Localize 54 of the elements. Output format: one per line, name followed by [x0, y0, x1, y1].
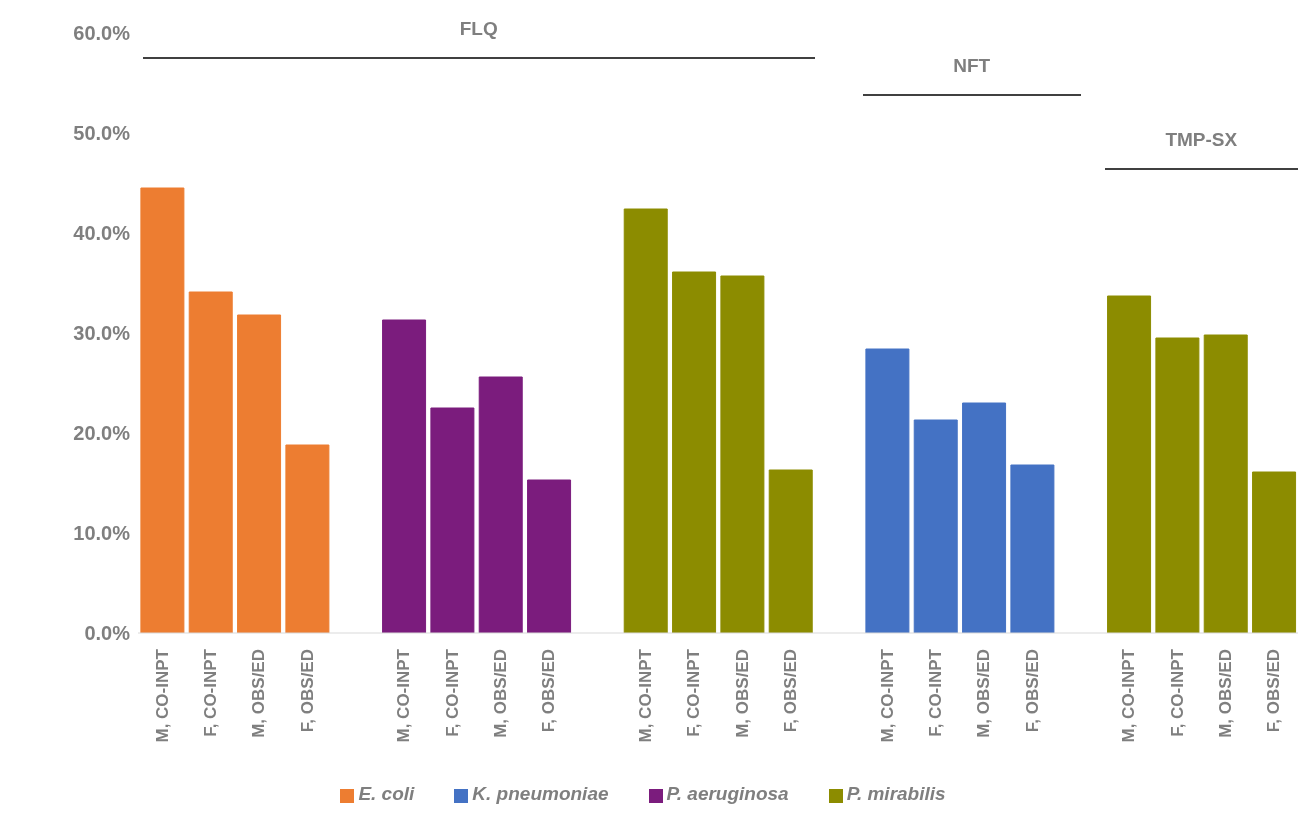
bar: [140, 187, 185, 633]
bar: [913, 419, 958, 633]
bar: [1203, 334, 1248, 633]
x-tick-label: M, OBS/ED: [1216, 649, 1235, 738]
bar: [1155, 337, 1200, 633]
x-tick-label: M, OBS/ED: [249, 649, 269, 738]
bar: [623, 208, 668, 633]
x-tick-label: M, OBS/ED: [491, 649, 510, 738]
x-tick-label: F, CO-INPT: [1167, 648, 1187, 737]
x-tick-label: F, CO-INPT: [201, 648, 220, 737]
x-tick-label: M, CO-INPT: [636, 648, 655, 743]
x-tick-label: F, OBS/ED: [781, 649, 800, 733]
bar: [188, 291, 233, 633]
x-tick-label: M, CO-INPT: [394, 648, 414, 743]
y-tick-label: 20.0%: [73, 422, 131, 445]
annotation: TMP-SX: [1164, 129, 1239, 152]
x-tick-label: F, OBS/ED: [1264, 649, 1284, 733]
x-tick-label: M, OBS/ED: [732, 649, 752, 738]
bar: [962, 402, 1007, 633]
bar: [237, 314, 282, 633]
x-tick-label: M, CO-INPT: [152, 648, 172, 743]
y-tick-label: 60.0%: [73, 22, 131, 45]
bar: [285, 444, 330, 633]
bar: [672, 271, 717, 633]
y-tick-label: 40.0%: [73, 222, 131, 245]
x-tick-label: F, OBS/ED: [539, 649, 559, 733]
y-tick-label: 30.0%: [73, 322, 131, 345]
bar: [1252, 471, 1297, 633]
legend-label: K. pneumoniae: [472, 783, 609, 804]
bar: [1010, 464, 1055, 633]
bar: [720, 275, 765, 633]
x-tick-label: F, OBS/ED: [1022, 649, 1042, 733]
x-tick-label: M, CO-INPT: [877, 648, 897, 743]
x-tick-label: F, CO-INPT: [684, 648, 704, 737]
y-tick-label: 0.0%: [84, 622, 131, 645]
bar: [430, 407, 475, 633]
x-tick-label: M, CO-INPT: [1119, 648, 1139, 743]
x-tick-label: F, OBS/ED: [297, 649, 317, 733]
legend-label: P. mirabilis: [846, 783, 946, 804]
bar: [478, 376, 523, 633]
y-tick-label: 50.0%: [73, 122, 131, 145]
y-tick-label: 10.0%: [73, 522, 131, 545]
x-tick-label: M, OBS/ED: [974, 649, 994, 738]
bar: [382, 319, 427, 633]
annotation: NFT: [952, 54, 992, 77]
legend-label: P. aeruginosa: [666, 783, 789, 804]
bar: [865, 348, 910, 633]
x-tick-label: F, CO-INPT: [442, 648, 462, 737]
bar: [1107, 295, 1152, 633]
bar: [768, 469, 813, 633]
annotation: FLQ: [458, 18, 499, 41]
bar: [527, 479, 572, 633]
legend-label: E. coli: [358, 783, 415, 804]
x-tick-label: F, CO-INPT: [926, 648, 945, 737]
